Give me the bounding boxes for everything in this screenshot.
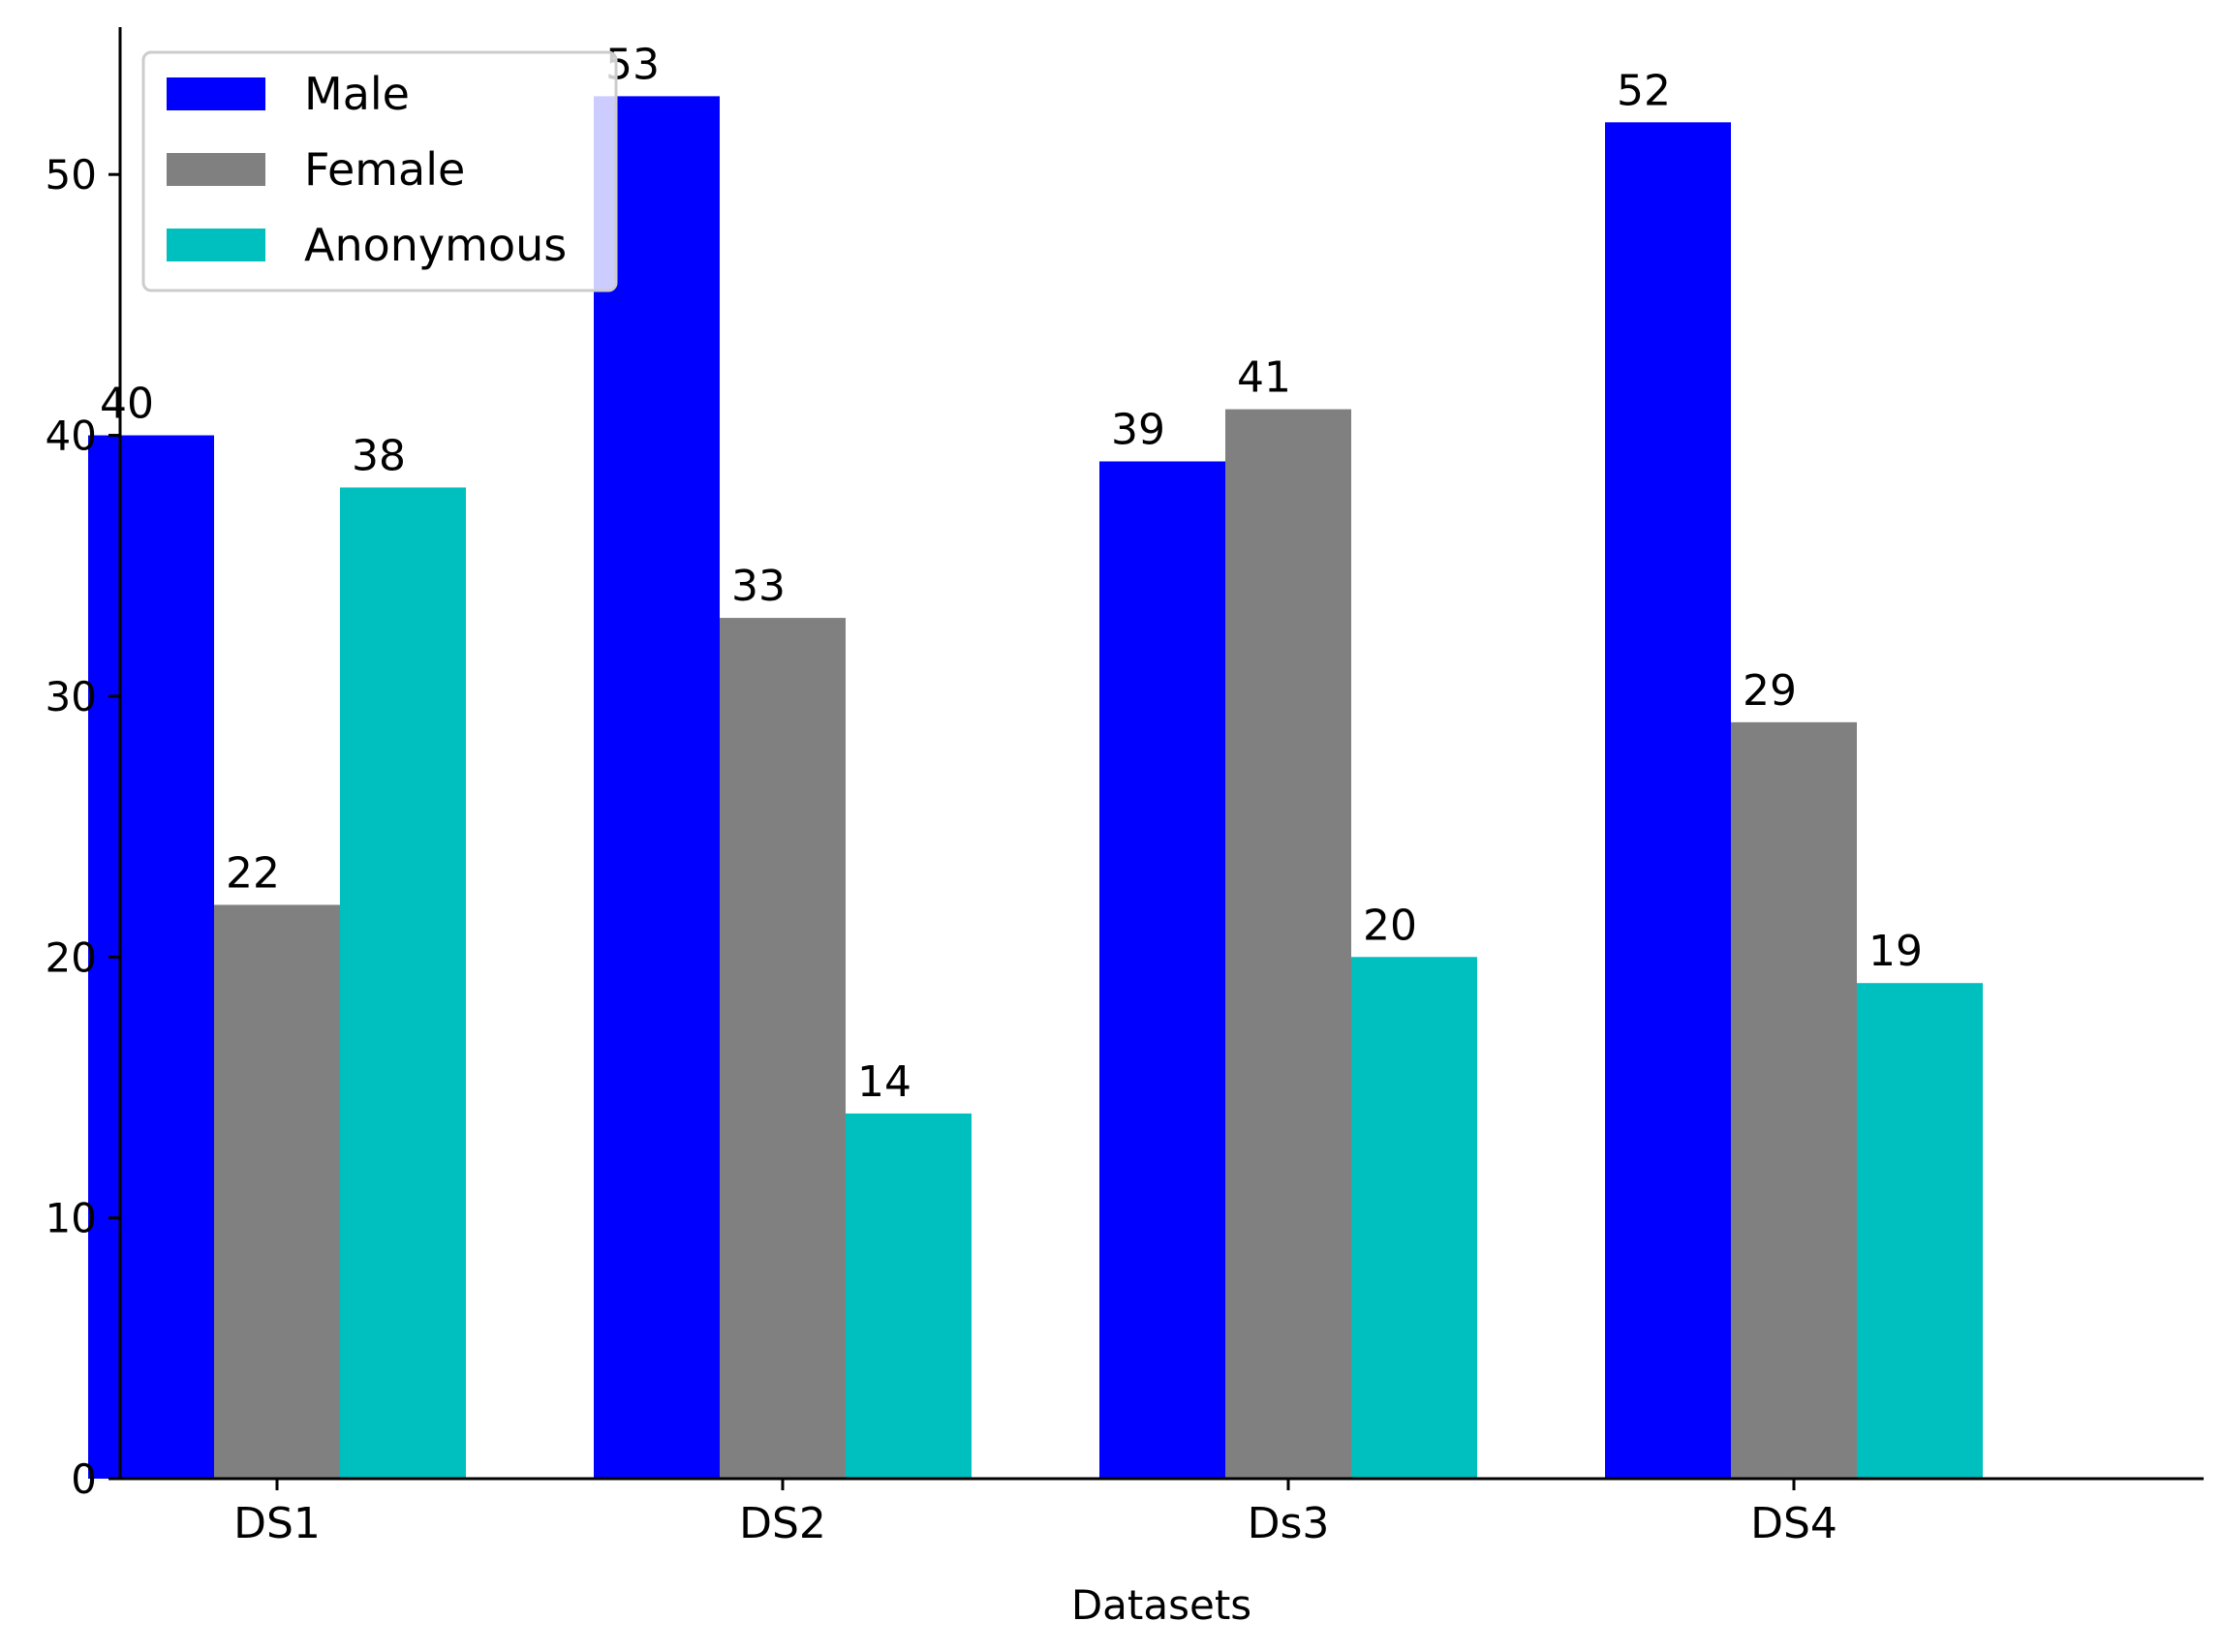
legend-swatch-male — [167, 77, 265, 110]
data-label-anonymous-ds3: 20 — [1363, 901, 1417, 950]
legend-label-male: Male — [304, 68, 410, 120]
legend-label-female: Female — [304, 143, 465, 196]
x-tick-label-ds1: DS1 — [233, 1499, 321, 1548]
y-tick-label: 40 — [46, 413, 97, 460]
legend-label-anonymous: Anonymous — [304, 219, 567, 271]
bar-female-ds3 — [1225, 409, 1351, 1479]
data-label-anonymous-ds2: 14 — [857, 1057, 911, 1107]
x-tick-label-ds2: DS2 — [739, 1499, 826, 1548]
y-tick-label: 50 — [46, 151, 97, 199]
x-axis-title: Datasets — [1071, 1581, 1251, 1629]
bar-female-ds2 — [720, 618, 846, 1479]
legend-swatch-anonymous — [167, 229, 265, 261]
bar-anonymous-ds3 — [1351, 957, 1477, 1479]
data-label-anonymous-ds4: 19 — [1868, 927, 1923, 976]
bar-female-ds1 — [214, 904, 340, 1479]
legend-swatch-female — [167, 153, 265, 186]
y-tick-label: 20 — [46, 933, 97, 981]
data-label-female-ds4: 29 — [1743, 666, 1797, 716]
data-label-male-ds4: 52 — [1617, 66, 1671, 115]
bar-anonymous-ds1 — [340, 487, 466, 1479]
bar-anonymous-ds4 — [1857, 983, 1983, 1479]
data-label-male-ds3: 39 — [1111, 405, 1165, 454]
y-tick-label: 10 — [46, 1195, 97, 1242]
y-tick-label: 0 — [71, 1455, 97, 1503]
x-tick-label-ds4: DS4 — [1750, 1499, 1837, 1548]
data-label-female-ds1: 22 — [226, 848, 280, 898]
data-label-male-ds1: 40 — [100, 380, 154, 429]
data-label-female-ds2: 33 — [731, 562, 786, 611]
y-tick-label: 30 — [46, 673, 97, 720]
bar-anonymous-ds2 — [846, 1113, 972, 1479]
bar-female-ds4 — [1731, 721, 1857, 1479]
bar-male-ds3 — [1099, 461, 1225, 1479]
x-tick-label-ds3: Ds3 — [1248, 1499, 1330, 1548]
legend: Male Female Anonymous — [141, 50, 618, 292]
axes-layer: 0 10 20 30 40 50 DS1 DS2 Ds3 DS4 — [46, 27, 2204, 1548]
bar-male-ds2 — [594, 96, 720, 1479]
bar-male-ds4 — [1605, 122, 1731, 1480]
data-label-anonymous-ds1: 38 — [352, 431, 406, 480]
bar-male-ds1 — [88, 435, 214, 1480]
data-label-female-ds3: 41 — [1237, 353, 1291, 403]
bars-layer — [88, 96, 1983, 1480]
